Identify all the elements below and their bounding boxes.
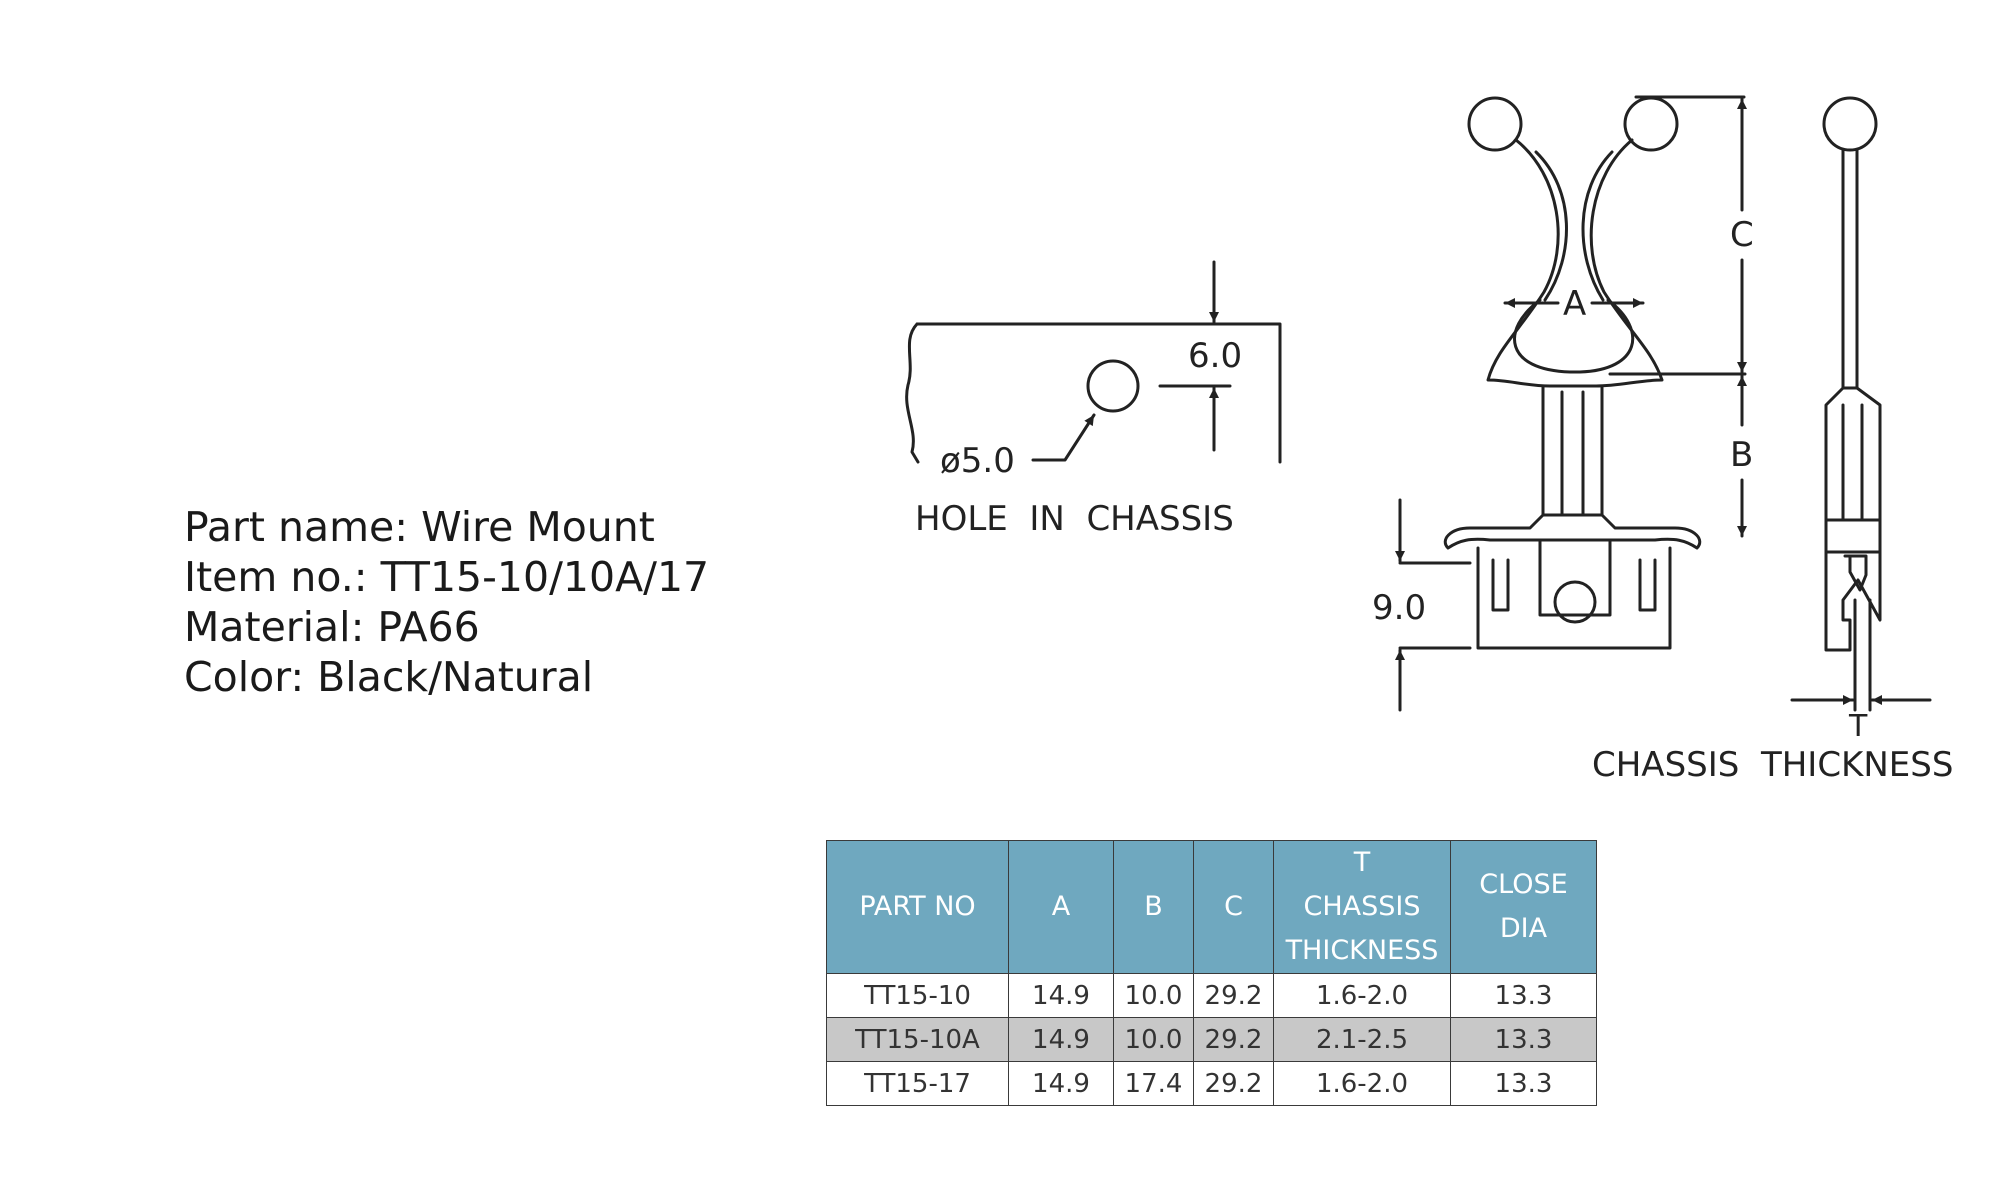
- table-header-row: PART NO A B C T CHASSIS THICKNESS CLOSE …: [826, 840, 1597, 974]
- cell-close-dia: 13.3: [1450, 973, 1597, 1018]
- header-part-no: PART NO: [826, 840, 1009, 974]
- ring-outer: [1486, 138, 1664, 388]
- side-latch: [1843, 554, 1868, 592]
- header-close-dia: CLOSE DIA: [1450, 840, 1597, 974]
- cell-c: 29.2: [1193, 1017, 1274, 1062]
- dim-b-label: B: [1730, 435, 1753, 475]
- cell-c: 29.2: [1193, 1061, 1274, 1106]
- cell-b: 17.4: [1113, 1061, 1194, 1106]
- header-close-line1: CLOSE: [1479, 869, 1568, 900]
- dim-t-label: T: [1848, 709, 1868, 744]
- dim-6-label: 6.0: [1188, 336, 1242, 376]
- table-row: TT15-10 14.9 10.0 29.2 1.6-2.0 13.3: [826, 973, 1597, 1018]
- cell-t: 2.1-2.5: [1273, 1017, 1451, 1062]
- cell-part-no: TT15-10A: [826, 1017, 1009, 1062]
- dim-c-label: C: [1730, 215, 1754, 255]
- ring-left-inner-arc: [1534, 150, 1568, 302]
- header-chassis-thickness: T CHASSIS THICKNESS: [1273, 840, 1451, 974]
- hole-caption: HOLE IN CHASSIS: [915, 499, 1234, 539]
- hole-in-chassis-view: 6.0 ø5.0 HOLE IN CHASSIS: [905, 260, 1282, 539]
- left-knob: [1467, 96, 1523, 152]
- header-close-line2: DIA: [1499, 913, 1548, 944]
- wire-mount-side-view: T CHASSIS THICKNESS: [1592, 96, 1953, 785]
- ring-inner: [1513, 298, 1635, 374]
- cell-b: 10.0: [1113, 973, 1194, 1018]
- header-t-line1: T: [1353, 847, 1371, 878]
- thickness-caption: CHASSIS THICKNESS: [1592, 745, 1953, 785]
- flange: [1443, 513, 1702, 550]
- cell-a: 14.9: [1008, 1017, 1114, 1062]
- cell-part-no: TT15-17: [826, 1061, 1009, 1106]
- material: Material: PA66: [184, 603, 480, 651]
- header-a: A: [1008, 840, 1114, 974]
- hole-diameter-label: ø5.0: [940, 441, 1015, 481]
- table-row: TT15-10A 14.9 10.0 29.2 2.1-2.5 13.3: [826, 1017, 1597, 1062]
- wire-mount-front-view: A C B 9.0: [1372, 95, 1754, 712]
- dim-a-label: A: [1563, 284, 1586, 324]
- cell-t: 1.6-2.0: [1273, 973, 1451, 1018]
- right-knob: [1623, 96, 1679, 152]
- color: Color: Black/Natural: [184, 653, 594, 701]
- cell-b: 10.0: [1113, 1017, 1194, 1062]
- chassis-outline: [905, 322, 1282, 464]
- header-t-line3: THICKNESS: [1285, 935, 1439, 966]
- spec-table: PART NO A B C T CHASSIS THICKNESS CLOSE …: [826, 840, 1597, 1106]
- item-number: Item no.: TT15-10/10A/17: [184, 553, 710, 601]
- cell-a: 14.9: [1008, 1061, 1114, 1106]
- product-specs: Part name: Wire Mount Item no.: TT15-10/…: [184, 502, 709, 702]
- side-body: [1824, 386, 1882, 652]
- table-row: TT15-17 14.9 17.4 29.2 1.6-2.0 13.3: [826, 1061, 1597, 1106]
- diameter-leader: [1031, 413, 1096, 462]
- cell-c: 29.2: [1193, 973, 1274, 1018]
- side-flange: [1824, 518, 1882, 554]
- ring-right-inner-arc: [1581, 150, 1614, 302]
- base-pin: [1553, 580, 1597, 624]
- cell-part-no: TT15-10: [826, 973, 1009, 1018]
- part-name: Part name: Wire Mount: [184, 503, 655, 551]
- header-c: C: [1193, 840, 1274, 974]
- header-b: B: [1113, 840, 1194, 974]
- header-t-line2: CHASSIS: [1303, 891, 1421, 922]
- chassis-hole: [1086, 359, 1140, 413]
- side-knob: [1822, 96, 1878, 152]
- base: [1476, 538, 1672, 650]
- cell-t: 1.6-2.0: [1273, 1061, 1451, 1106]
- cell-close-dia: 13.3: [1450, 1061, 1597, 1106]
- cell-a: 14.9: [1008, 973, 1114, 1018]
- dim-9-label: 9.0: [1372, 588, 1426, 628]
- cell-close-dia: 13.3: [1450, 1017, 1597, 1062]
